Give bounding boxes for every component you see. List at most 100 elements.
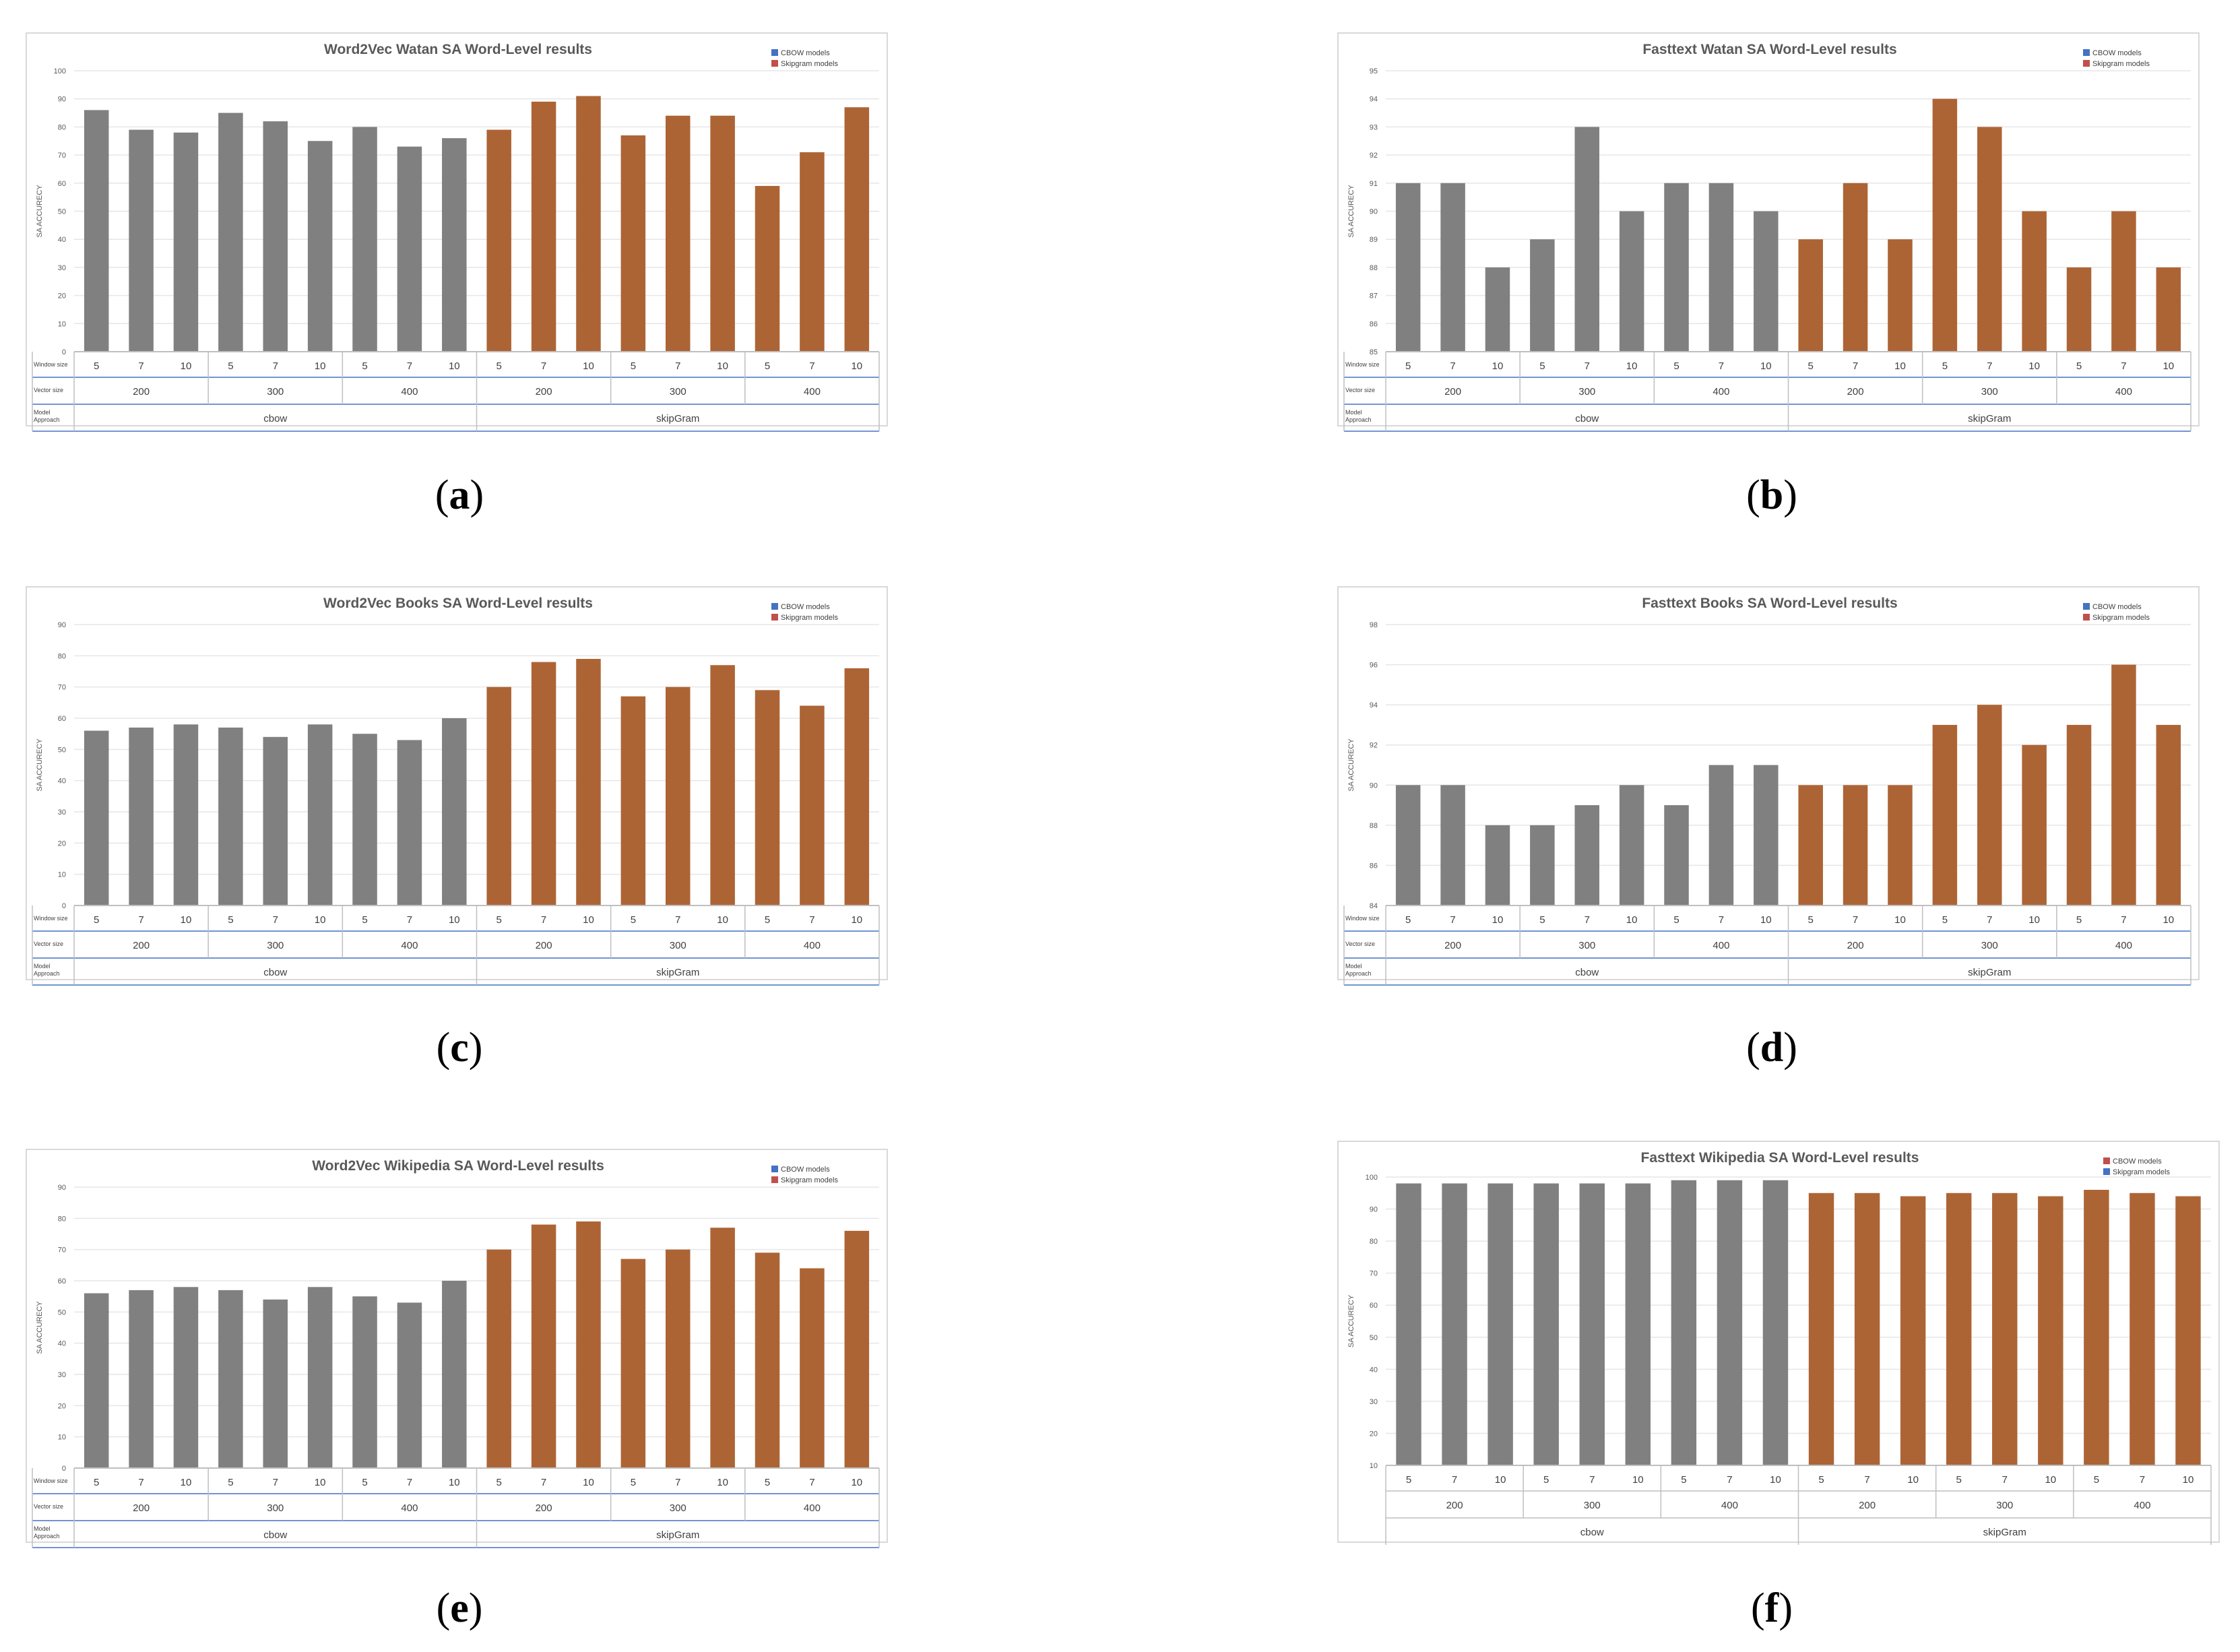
chart-b-legend-swatch-0 bbox=[2083, 49, 2090, 56]
chart-b-legend-label-0: CBOW models bbox=[2092, 49, 2142, 57]
caption-b: (b) bbox=[1746, 472, 1797, 518]
chart-d-vector-group-3: 200 bbox=[1847, 940, 1864, 951]
chart-c-ytick-4: 40 bbox=[58, 777, 66, 786]
caption-c-letter: c bbox=[450, 1025, 469, 1071]
chart-e-bar-16 bbox=[800, 1268, 825, 1468]
chart-f-vector-group-4: 300 bbox=[1996, 1500, 2013, 1511]
chart-d-xtick-8: 10 bbox=[1760, 914, 1772, 926]
caption-f: (f) bbox=[1751, 1585, 1793, 1631]
chart-a-ytick-2: 20 bbox=[58, 292, 66, 300]
chart-c-rowlabel-approach-word-1: Approach bbox=[34, 970, 60, 977]
chart-c-legend-swatch-0 bbox=[771, 603, 778, 610]
chart-e-bar-12 bbox=[620, 1259, 646, 1468]
chart-d-xtick-3: 5 bbox=[1539, 914, 1545, 926]
chart-f-bar-15 bbox=[2084, 1190, 2109, 1465]
chart-a-bar-2 bbox=[173, 132, 199, 352]
chart-e-xtick-13: 7 bbox=[675, 1477, 680, 1488]
chart-a-xtick-11: 10 bbox=[583, 360, 594, 372]
chart-b-ytick-0: 85 bbox=[1370, 348, 1378, 356]
chart-b-bar-17 bbox=[2156, 267, 2181, 352]
chart-c-xtick-0: 5 bbox=[94, 914, 99, 926]
chart-e-ytick-0: 0 bbox=[62, 1465, 66, 1473]
chart-a-legend-label-0: CBOW models bbox=[781, 49, 830, 57]
chart-a-bar-12 bbox=[620, 135, 646, 352]
chart-e-bar-4 bbox=[263, 1299, 288, 1468]
caption-e: (e) bbox=[436, 1585, 483, 1631]
chart-a-xtick-12: 5 bbox=[631, 360, 636, 372]
chart-d-bar-12 bbox=[1932, 724, 1958, 906]
chart-b-xtick-13: 7 bbox=[1987, 360, 1992, 372]
chart-f-xtick-13: 7 bbox=[2002, 1474, 2008, 1486]
chart-e-bar-14 bbox=[710, 1228, 735, 1468]
chart-c-xtick-6: 5 bbox=[362, 914, 367, 926]
chart-d-vector-group-4: 300 bbox=[1981, 940, 1998, 951]
chart-f-ytick-2: 30 bbox=[1370, 1398, 1378, 1406]
chart-f-bar-0 bbox=[1396, 1183, 1421, 1465]
chart-e-xtick-2: 10 bbox=[181, 1477, 192, 1488]
chart-e-ytick-2: 20 bbox=[58, 1402, 66, 1410]
chart-b-rowlabel-approach: Model Approach bbox=[1345, 409, 1372, 423]
chart-c-rowlabel-vector: Vector size bbox=[34, 941, 63, 947]
chart-c-ytick-0: 0 bbox=[62, 902, 66, 910]
chart-c-bar-14 bbox=[710, 665, 735, 906]
chart-a-xtick-7: 7 bbox=[407, 360, 412, 372]
chart-c-bar-16 bbox=[800, 705, 825, 906]
chart-f-xtick-14: 10 bbox=[2045, 1474, 2056, 1486]
chart-d-bar-17 bbox=[2156, 724, 2181, 906]
chart-f-xtick-17: 10 bbox=[2183, 1474, 2194, 1486]
chart-d-bar-14 bbox=[2022, 744, 2047, 906]
chart-b-ytick-7: 92 bbox=[1370, 152, 1378, 160]
chart-e-xtick-7: 7 bbox=[407, 1477, 412, 1488]
chart-b-rowlabel-vector: Vector size bbox=[1345, 387, 1375, 393]
chart-c-xtick-12: 5 bbox=[631, 914, 636, 926]
chart-a-bar-6 bbox=[352, 127, 377, 352]
chart-e-ytick-6: 60 bbox=[58, 1277, 66, 1285]
chart-d-legend-label-1: Skipgram models bbox=[2092, 614, 2150, 622]
chart-e-rowlabel-approach-word-0: Model bbox=[34, 1525, 51, 1532]
chart-b-xtick-10: 7 bbox=[1853, 360, 1858, 372]
chart-a-xtick-6: 5 bbox=[362, 360, 367, 372]
chart-b-xtick-6: 5 bbox=[1673, 360, 1679, 372]
chart-d-approach-group-1: skipGram bbox=[1968, 967, 2011, 978]
chart-a-legend-label-1: Skipgram models bbox=[781, 60, 838, 68]
chart-f-xtick-6: 5 bbox=[1681, 1474, 1686, 1486]
chart-c-bar-2 bbox=[173, 724, 199, 906]
chart-c-bar-13 bbox=[665, 687, 691, 906]
chart-e-xtick-12: 5 bbox=[631, 1477, 636, 1488]
chart-b-xtick-1: 7 bbox=[1450, 360, 1455, 372]
chart-e-title: Word2Vec Wikipedia SA Word-Level results bbox=[312, 1158, 604, 1174]
chart-f-bar-17 bbox=[2175, 1196, 2201, 1465]
chart-b-rowlabel-approach-word-1: Approach bbox=[1345, 416, 1372, 423]
chart-d-xtick-9: 5 bbox=[1808, 914, 1814, 926]
chart-c-vector-group-0: 200 bbox=[133, 940, 150, 951]
chart-f-bar-16 bbox=[2130, 1193, 2155, 1465]
chart-a-ytick-10: 100 bbox=[54, 67, 66, 75]
chart-c-xtick-1: 7 bbox=[138, 914, 143, 926]
chart-d-xtick-0: 5 bbox=[1405, 914, 1411, 926]
chart-e-ylabel: SA ACCURECY bbox=[36, 1301, 44, 1354]
chart-e-legend-label-1: Skipgram models bbox=[781, 1176, 838, 1184]
chart-c-xtick-7: 7 bbox=[407, 914, 412, 926]
chart-f-xtick-4: 7 bbox=[1589, 1474, 1595, 1486]
chart-d-bar-8 bbox=[1754, 765, 1779, 906]
chart-d-legend-swatch-1 bbox=[2083, 614, 2090, 621]
chart-d-bar-6 bbox=[1664, 805, 1689, 906]
chart-d-ytick-1: 86 bbox=[1370, 862, 1378, 870]
chart-b-ytick-4: 89 bbox=[1370, 236, 1378, 244]
chart-e-xtick-5: 10 bbox=[315, 1477, 326, 1488]
caption-c: (c) bbox=[436, 1025, 483, 1071]
chart-a-xtick-3: 5 bbox=[228, 360, 233, 372]
chart-b-bar-8 bbox=[1754, 211, 1779, 352]
chart-c-xtick-5: 10 bbox=[315, 914, 326, 926]
chart-e-bar-2 bbox=[173, 1287, 199, 1468]
chart-a-rowlabel-approach-word-1: Approach bbox=[34, 416, 60, 423]
chart-e-ytick-1: 10 bbox=[58, 1434, 66, 1442]
chart-f-ytick-1: 20 bbox=[1370, 1430, 1378, 1438]
chart-b-ytick-2: 87 bbox=[1370, 292, 1378, 300]
chart-a-xtick-14: 10 bbox=[717, 360, 728, 372]
chart-c-bar-6 bbox=[352, 734, 377, 906]
chart-a-bar-9 bbox=[486, 129, 511, 352]
chart-f-xtick-8: 10 bbox=[1770, 1474, 1781, 1486]
chart-a-xtick-10: 7 bbox=[541, 360, 546, 372]
chart-b-xtick-4: 7 bbox=[1585, 360, 1590, 372]
